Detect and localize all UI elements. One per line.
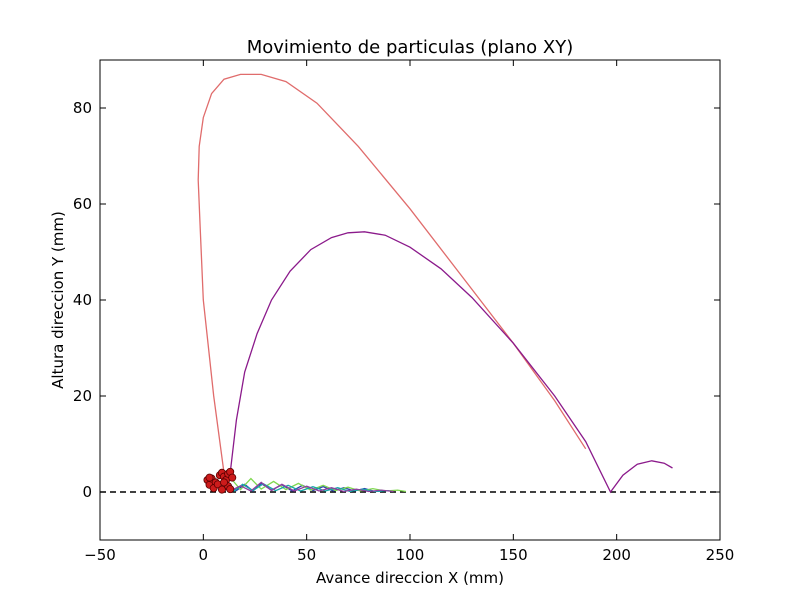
x-tick-label: 50	[297, 546, 316, 564]
particle-point	[217, 485, 226, 494]
chart-title: Movimiento de particulas (plano XY)	[247, 37, 574, 58]
particle-point	[205, 473, 214, 482]
y-tick-label: 20	[73, 387, 92, 405]
series-line-0	[197, 73, 587, 473]
y-tick-label: 80	[73, 99, 92, 117]
series-line-1	[229, 231, 673, 494]
x-tick-label: 250	[706, 546, 735, 564]
plot-frame	[99, 59, 721, 541]
y-axis-label: Altura direccion Y (mm)	[49, 211, 67, 389]
particle-point	[219, 478, 228, 487]
particle-point	[228, 473, 237, 482]
x-tick-label: 0	[199, 546, 209, 564]
x-axis-label: Avance direccion X (mm)	[316, 569, 504, 587]
x-tick-label: 100	[396, 546, 425, 564]
x-tick-label: −50	[84, 546, 116, 564]
particle-point	[226, 485, 235, 494]
y-tick-label: 60	[73, 195, 92, 213]
x-tick-label: 150	[499, 546, 528, 564]
x-tick-label: 200	[602, 546, 631, 564]
series-line-5	[221, 481, 394, 493]
y-tick-label: 0	[82, 483, 92, 501]
y-tick-label: 40	[73, 291, 92, 309]
plot-area: −50 0 50 100 150 200 250 0 20 40 60 80	[73, 59, 735, 564]
